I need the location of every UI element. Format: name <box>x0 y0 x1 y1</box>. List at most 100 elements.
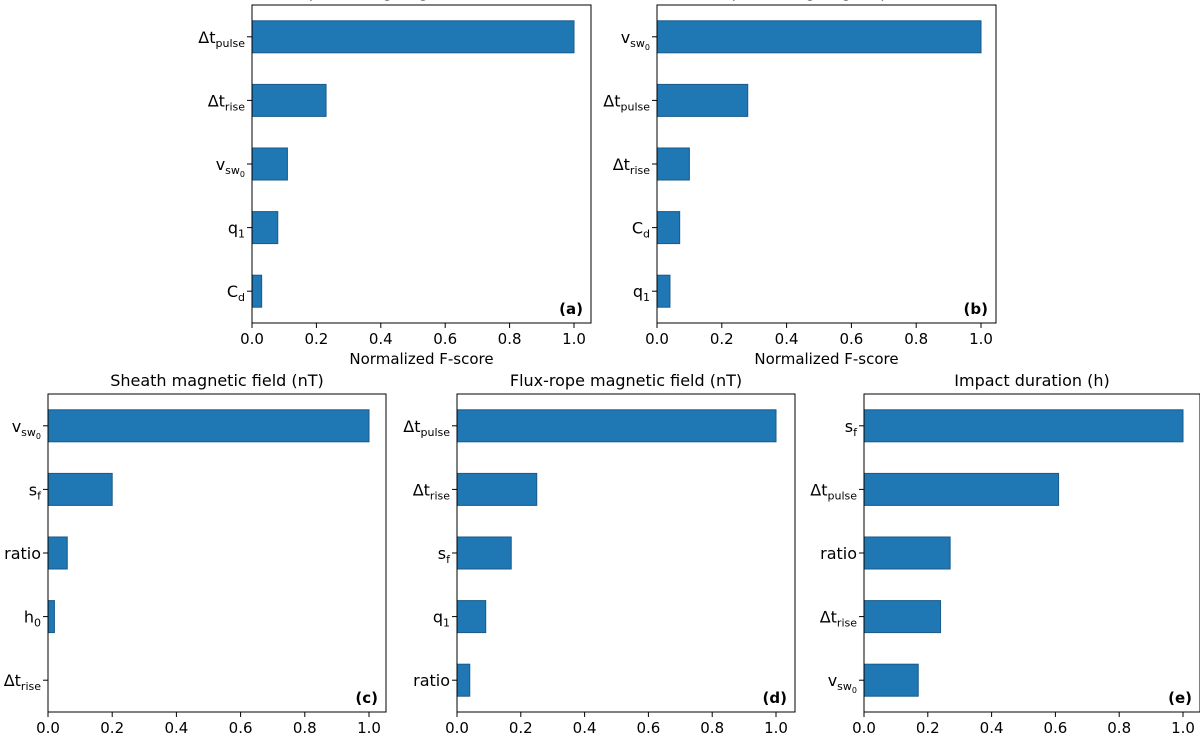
bar <box>863 472 1060 506</box>
panel-title: Sheath magnetic field (nT) <box>110 371 324 390</box>
category-label: q1 <box>433 608 450 630</box>
category-label: vsw0 <box>12 417 41 441</box>
panel-2: Flux-rope leading-edge: speed (km/s) vsw0… <box>603 0 997 368</box>
bar <box>251 83 327 117</box>
category-label: Cd <box>227 282 245 304</box>
category-label: vsw0 <box>828 671 857 695</box>
x-tick-label: 0.6 <box>433 330 457 348</box>
x-tick-label: 0.8 <box>904 330 928 348</box>
x-tick-label: 0.2 <box>916 719 940 737</box>
x-tick-label: 0.0 <box>645 330 669 348</box>
x-tick-label: 0.4 <box>164 719 188 737</box>
bar <box>47 472 113 506</box>
x-tick-label: 0.4 <box>775 330 799 348</box>
x-tick-label: 0.4 <box>980 719 1004 737</box>
panel-label: (c) <box>355 689 378 707</box>
bar <box>656 211 681 245</box>
plot-frame <box>863 393 1200 713</box>
x-tick-label: 0.0 <box>36 719 60 737</box>
category-label: ratio <box>820 544 857 563</box>
x-tick-label: 0.2 <box>710 330 734 348</box>
category-label: Δtrise <box>413 480 451 502</box>
category-label: vsw0 <box>216 155 245 179</box>
category-label: Δtrise <box>613 155 651 177</box>
bar <box>456 600 487 634</box>
x-axis-label: Normalized F-score <box>349 350 493 368</box>
bar <box>47 536 68 570</box>
x-tick-label: 0.6 <box>1043 719 1067 737</box>
bar <box>251 20 575 54</box>
x-tick-label: 0.2 <box>304 330 328 348</box>
category-label: q1 <box>633 282 650 304</box>
x-tick-label: 0.8 <box>498 330 522 348</box>
bar <box>47 409 370 443</box>
panel-label: (a) <box>559 300 583 318</box>
plot-frame <box>251 4 592 324</box>
x-axis-label: Normalized F-score <box>754 350 898 368</box>
bar <box>251 211 279 245</box>
bar <box>656 147 690 181</box>
category-label: q1 <box>228 219 245 241</box>
panel-1: Flux-rope leading-edge: time of arrival … <box>198 0 592 368</box>
x-tick-label: 1.0 <box>357 719 381 737</box>
panel-5: Impact duration (h) sf Δtpulse ratio Δtrise v… <box>810 371 1200 740</box>
panel-title: Flux-rope leading-edge: time of arrival … <box>254 0 590 1</box>
panel-title: Flux-rope leading-edge: speed (km/s) <box>677 0 977 1</box>
x-tick-label: 0.6 <box>229 719 253 737</box>
bar <box>456 472 538 506</box>
bar <box>656 274 671 308</box>
bar <box>251 147 288 181</box>
x-tick-label: 0.0 <box>240 330 264 348</box>
plot-frame <box>456 393 796 713</box>
x-tick-label: 0.8 <box>700 719 724 737</box>
x-tick-label: 1.0 <box>969 330 993 348</box>
x-tick-label: 0.8 <box>1107 719 1131 737</box>
x-tick-label: 0.0 <box>445 719 469 737</box>
panel-4: Flux-rope magnetic field (nT) Δtpulse Δtri… <box>403 371 796 740</box>
bar <box>456 663 471 697</box>
panel-label: (d) <box>763 689 787 707</box>
plot-frame <box>656 4 997 324</box>
x-tick-label: 0.4 <box>369 330 393 348</box>
category-label: Δtpulse <box>603 91 650 113</box>
panel-label: (e) <box>1168 689 1192 707</box>
bar <box>456 536 512 570</box>
category-label: vsw0 <box>621 28 650 52</box>
category-label: Δtpulse <box>403 417 450 439</box>
x-tick-label: 1.0 <box>1171 719 1195 737</box>
category-label: h0 <box>24 608 41 630</box>
x-tick-label: 1.0 <box>764 719 788 737</box>
panel-label: (b) <box>964 300 988 318</box>
category-label: ratio <box>4 544 41 563</box>
category-label: Δtrise <box>4 671 42 693</box>
bar <box>47 600 55 634</box>
category-label: sf <box>29 480 42 502</box>
bar <box>863 409 1184 443</box>
bar <box>656 83 749 117</box>
category-label: sf <box>845 417 858 439</box>
category-label: Δtrise <box>208 91 246 113</box>
category-label: Δtrise <box>820 608 858 630</box>
x-tick-label: 0.8 <box>293 719 317 737</box>
category-label: sf <box>438 544 451 566</box>
bar <box>863 663 919 697</box>
panel-title: Flux-rope magnetic field (nT) <box>510 371 742 390</box>
x-tick-label: 0.2 <box>509 719 533 737</box>
category-label: Δtpulse <box>810 480 857 502</box>
x-tick-label: 0.4 <box>573 719 597 737</box>
x-tick-label: 0.6 <box>839 330 863 348</box>
bar <box>863 600 942 634</box>
x-tick-label: 1.0 <box>562 330 586 348</box>
panel-title: Impact duration (h) <box>954 371 1109 390</box>
plot-frame <box>47 393 387 713</box>
category-label: ratio <box>413 671 450 690</box>
bar <box>863 536 951 570</box>
bar <box>456 409 777 443</box>
x-tick-label: 0.0 <box>852 719 876 737</box>
x-tick-label: 0.2 <box>100 719 124 737</box>
bar <box>251 274 263 308</box>
x-tick-label: 0.6 <box>636 719 660 737</box>
category-label: Δtpulse <box>198 28 245 50</box>
panel-3: Sheath magnetic field (nT) vsw0 sf ratio h0 Δ… <box>4 371 387 740</box>
